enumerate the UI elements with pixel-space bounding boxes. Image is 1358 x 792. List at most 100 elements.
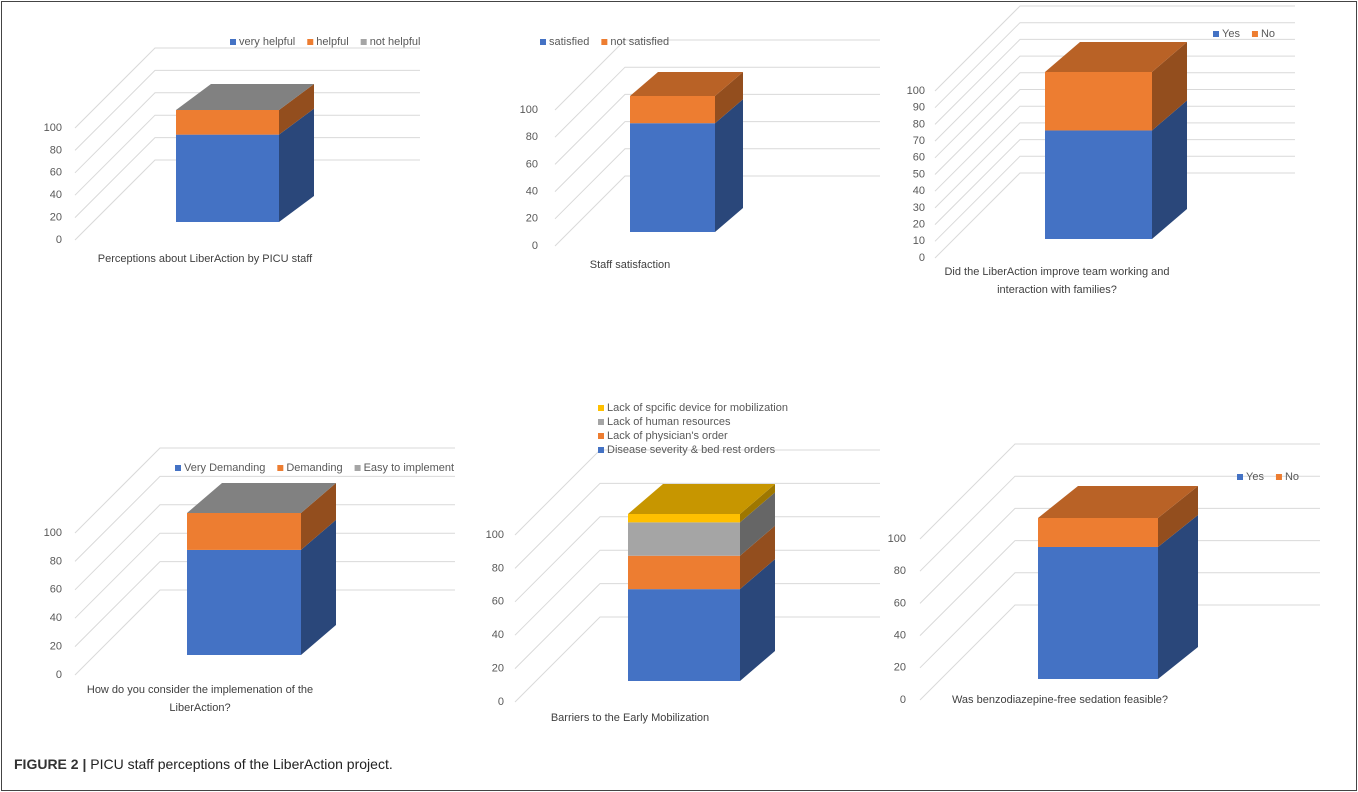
grid-line [514, 482, 880, 569]
legend-swatch [1213, 31, 1219, 37]
y-tick-label: 100 [907, 85, 925, 97]
grid-line [514, 516, 880, 603]
bar-front [1038, 546, 1158, 679]
bar-side [715, 72, 743, 124]
grid-line [74, 532, 455, 619]
bar-side [1152, 100, 1187, 239]
y-tick-label: 80 [492, 562, 504, 574]
legend-swatch [598, 447, 604, 453]
bar-side [740, 559, 775, 681]
caption-label: FIGURE 2 | [14, 756, 87, 772]
grid-line [934, 5, 1295, 92]
y-tick-label: 20 [50, 641, 62, 653]
grid-line [554, 175, 880, 247]
legend-label: Disease severity & bed rest orders [607, 444, 776, 456]
grid-line [554, 93, 880, 165]
y-tick-label: 70 [913, 135, 925, 147]
y-tick-label: 80 [50, 144, 62, 156]
grid-line [919, 443, 1320, 540]
bar-front [176, 134, 279, 222]
grid-line [74, 447, 455, 534]
bar-front [628, 589, 740, 681]
y-tick-label: 0 [532, 240, 538, 252]
y-tick-label: 60 [50, 584, 62, 596]
y-tick-label: 40 [50, 612, 62, 624]
legend-swatch [230, 39, 236, 45]
category-label: Was benzodiazepine-free sedation feasibl… [951, 694, 1169, 706]
grid-line [74, 504, 455, 591]
grid-line [934, 55, 1295, 142]
grid-line [919, 572, 1320, 669]
grid-line [74, 159, 420, 241]
bar-side [301, 483, 336, 550]
caption-text: PICU staff perceptions of the LiberActio… [90, 756, 393, 772]
grid-line [74, 561, 455, 647]
category-label: Staff satisfaction [589, 259, 671, 271]
legend-swatch [175, 465, 181, 471]
bar-front [628, 555, 740, 590]
bar-front [630, 123, 715, 232]
y-tick-label: 20 [894, 662, 906, 674]
legend-swatch [1275, 474, 1282, 480]
legend-label: not satisfied [610, 36, 669, 48]
legend-label: very helpful [239, 36, 295, 48]
bar-side [279, 84, 314, 135]
y-tick-label: 80 [50, 555, 62, 567]
bar-top [187, 483, 336, 513]
y-tick-label: 100 [520, 104, 538, 116]
grid-line [919, 540, 1320, 636]
y-tick-label: 0 [56, 234, 62, 246]
legend-label: Lack of spcific device for mobilization [607, 402, 788, 414]
bar-front [1045, 72, 1152, 131]
legend-label: not helpful [370, 36, 421, 48]
legend-swatch [1237, 474, 1243, 480]
grid-line [934, 89, 1295, 175]
legend-swatch [540, 39, 546, 45]
bar-front [630, 96, 715, 124]
bar-side [301, 519, 336, 655]
grid-line [934, 155, 1295, 242]
grid-line [934, 172, 1295, 259]
category-label: How do you consider the implemenation of… [86, 684, 314, 714]
legend-label: Very Demanding [184, 462, 265, 474]
bar-top [1038, 486, 1198, 518]
bar-side [1158, 514, 1198, 679]
bar-front [187, 549, 301, 655]
bar-side [1158, 486, 1198, 547]
y-tick-label: 40 [913, 185, 925, 197]
y-tick-label: 60 [526, 158, 538, 170]
grid-line [74, 92, 420, 174]
bar-front [1038, 518, 1158, 547]
bar-front [176, 110, 279, 135]
legend-swatch [307, 39, 314, 45]
grid-line [919, 507, 1320, 604]
grid-line [74, 69, 420, 151]
y-tick-label: 60 [492, 596, 504, 608]
y-tick-label: 40 [492, 629, 504, 641]
legend-label: Easy to implement [364, 462, 454, 474]
bar-front [628, 522, 740, 556]
grid-line [74, 475, 455, 562]
y-tick-label: 100 [888, 533, 906, 545]
bar-front [187, 513, 301, 550]
y-tick-label: 0 [498, 696, 504, 708]
bar-front [1045, 130, 1152, 239]
grid-line [919, 475, 1320, 572]
legend-swatch [354, 465, 361, 471]
grid-line [74, 137, 420, 218]
y-tick-label: 100 [44, 527, 62, 539]
grid-line [554, 121, 880, 192]
y-tick-label: 10 [913, 235, 925, 247]
legend-swatch [1251, 31, 1258, 37]
y-tick-label: 0 [56, 669, 62, 681]
category-label: Perceptions about LiberAction by PICU st… [97, 253, 313, 265]
grid-line [934, 22, 1295, 109]
legend-swatch [598, 433, 604, 439]
legend-label: Demanding [286, 462, 342, 474]
grid-line [554, 39, 880, 111]
legend-label: Lack of physician's order [607, 430, 728, 442]
legend-label: Yes [1222, 28, 1240, 40]
bar-side [740, 525, 775, 590]
y-tick-label: 40 [526, 186, 538, 198]
